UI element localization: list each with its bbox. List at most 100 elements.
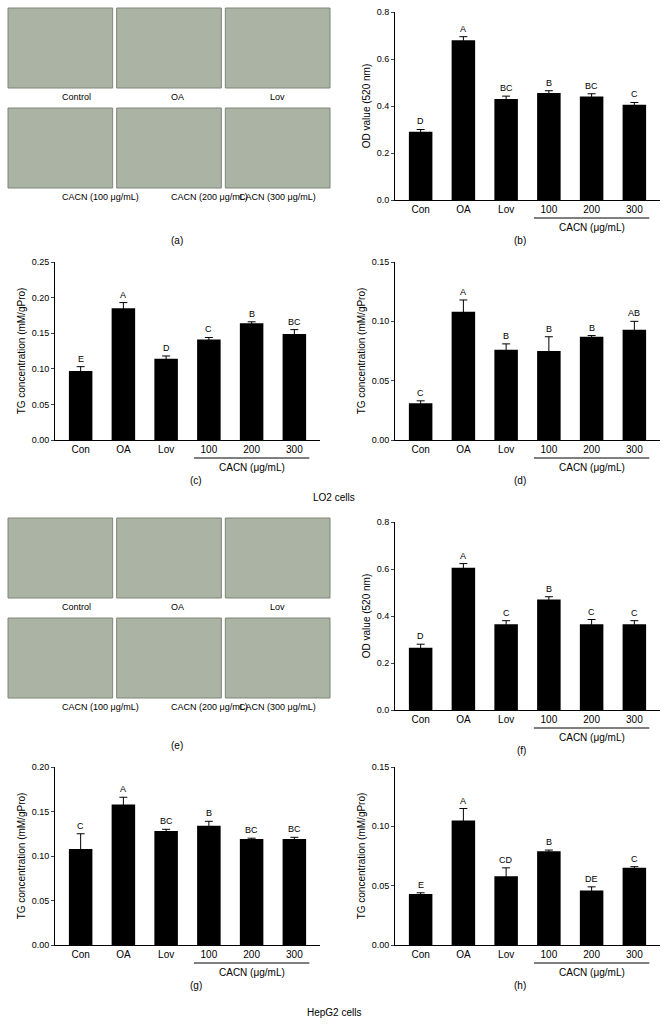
svg-text:E: E: [418, 880, 424, 890]
svg-text:CACN (300 μg/mL): CACN (300 μg/mL): [239, 702, 316, 712]
svg-text:Lov: Lov: [158, 444, 174, 455]
svg-text:Con: Con: [411, 949, 429, 960]
svg-text:A: A: [460, 551, 466, 561]
svg-text:B: B: [546, 78, 552, 88]
svg-text:BC: BC: [160, 816, 173, 826]
svg-text:Con: Con: [71, 949, 89, 960]
svg-text:B: B: [206, 808, 212, 818]
svg-text:0.05: 0.05: [372, 881, 390, 891]
svg-text:CACN (300 μg/mL): CACN (300 μg/mL): [239, 192, 316, 202]
svg-text:(f): (f): [517, 745, 526, 756]
svg-text:BC: BC: [585, 81, 598, 91]
svg-text:0.05: 0.05: [32, 400, 50, 410]
svg-text:0.0: 0.0: [377, 195, 390, 205]
svg-text:300: 300: [286, 949, 303, 960]
svg-text:Lov: Lov: [158, 949, 174, 960]
svg-text:B: B: [589, 323, 595, 333]
svg-text:OA: OA: [116, 949, 131, 960]
svg-text:CACN (200 μg/mL): CACN (200 μg/mL): [171, 192, 248, 202]
svg-text:CACN (μg/mL): CACN (μg/mL): [559, 967, 625, 978]
svg-text:TG concentration (mM/gPro): TG concentration (mM/gPro): [356, 288, 367, 415]
svg-text:0.10: 0.10: [32, 851, 50, 861]
svg-text:AB: AB: [628, 308, 640, 318]
svg-text:(h): (h): [514, 980, 526, 991]
svg-text:0.15: 0.15: [372, 257, 390, 267]
svg-text:100: 100: [541, 444, 558, 455]
svg-text:100: 100: [201, 444, 218, 455]
svg-text:CACN (μg/mL): CACN (μg/mL): [219, 967, 285, 978]
svg-text:0.2: 0.2: [377, 148, 390, 158]
svg-text:0.00: 0.00: [372, 435, 390, 445]
svg-text:0.10: 0.10: [372, 316, 390, 326]
svg-text:Con: Con: [411, 714, 429, 725]
svg-text:Con: Con: [411, 204, 429, 215]
svg-text:BC: BC: [288, 317, 301, 327]
svg-text:(a): (a): [171, 235, 183, 246]
svg-text:D: D: [417, 116, 424, 126]
svg-text:0.8: 0.8: [377, 7, 390, 17]
svg-text:0.6: 0.6: [377, 564, 390, 574]
svg-text:E: E: [78, 354, 84, 364]
svg-text:A: A: [120, 784, 126, 794]
svg-text:0.6: 0.6: [377, 54, 390, 64]
svg-text:C: C: [417, 388, 424, 398]
svg-text:DE: DE: [585, 874, 598, 884]
svg-text:CACN (100 μg/mL): CACN (100 μg/mL): [62, 702, 139, 712]
svg-text:CACN (100 μg/mL): CACN (100 μg/mL): [62, 192, 139, 202]
svg-text:C: C: [588, 607, 595, 617]
svg-text:300: 300: [286, 444, 303, 455]
svg-text:BC: BC: [245, 825, 258, 835]
svg-text:0.00: 0.00: [372, 940, 390, 950]
svg-text:C: C: [205, 324, 212, 334]
svg-text:BC: BC: [288, 824, 301, 834]
svg-text:C: C: [631, 89, 638, 99]
svg-text:Lov: Lov: [270, 602, 285, 612]
svg-text:(b): (b): [514, 235, 526, 246]
svg-text:Lov: Lov: [270, 92, 285, 102]
svg-text:OD value (520 nm): OD value (520 nm): [361, 574, 372, 658]
svg-text:CACN (μg/mL): CACN (μg/mL): [559, 732, 625, 743]
svg-text:D: D: [163, 343, 170, 353]
svg-text:OA: OA: [456, 444, 471, 455]
svg-text:100: 100: [541, 949, 558, 960]
svg-text:200: 200: [243, 949, 260, 960]
svg-text:(c): (c): [190, 475, 202, 486]
svg-text:C: C: [77, 821, 84, 831]
svg-text:Control: Control: [62, 602, 91, 612]
svg-text:B: B: [503, 331, 509, 341]
svg-text:Con: Con: [71, 444, 89, 455]
svg-text:OA: OA: [456, 204, 471, 215]
svg-text:A: A: [460, 796, 466, 806]
svg-text:Lov: Lov: [498, 714, 514, 725]
svg-text:100: 100: [541, 714, 558, 725]
svg-text:HepG2 cells: HepG2 cells: [307, 1007, 361, 1018]
svg-text:100: 100: [201, 949, 218, 960]
svg-text:300: 300: [626, 444, 643, 455]
svg-text:0.15: 0.15: [32, 807, 50, 817]
svg-text:Lov: Lov: [498, 204, 514, 215]
svg-text:100: 100: [541, 204, 558, 215]
svg-text:200: 200: [583, 714, 600, 725]
svg-text:CACN (μg/mL): CACN (μg/mL): [559, 462, 625, 473]
svg-text:OA: OA: [456, 949, 471, 960]
svg-text:B: B: [546, 584, 552, 594]
svg-text:0.10: 0.10: [372, 821, 390, 831]
svg-text:0.10: 0.10: [32, 364, 50, 374]
svg-text:CD: CD: [499, 855, 512, 865]
svg-text:200: 200: [583, 444, 600, 455]
svg-text:200: 200: [583, 204, 600, 215]
svg-text:OA: OA: [116, 444, 131, 455]
svg-text:200: 200: [243, 444, 260, 455]
svg-text:0.4: 0.4: [377, 101, 390, 111]
svg-text:CACN (μg/mL): CACN (μg/mL): [219, 462, 285, 473]
svg-text:B: B: [546, 837, 552, 847]
svg-text:200: 200: [583, 949, 600, 960]
svg-text:0.25: 0.25: [32, 257, 50, 267]
svg-text:0.20: 0.20: [32, 293, 50, 303]
svg-text:0.2: 0.2: [377, 658, 390, 668]
svg-text:OA: OA: [171, 602, 184, 612]
svg-text:0.15: 0.15: [32, 328, 50, 338]
svg-text:0.00: 0.00: [32, 435, 50, 445]
svg-text:TG concentration (mM/gPro): TG concentration (mM/gPro): [16, 793, 27, 920]
svg-text:0.20: 0.20: [32, 762, 50, 772]
